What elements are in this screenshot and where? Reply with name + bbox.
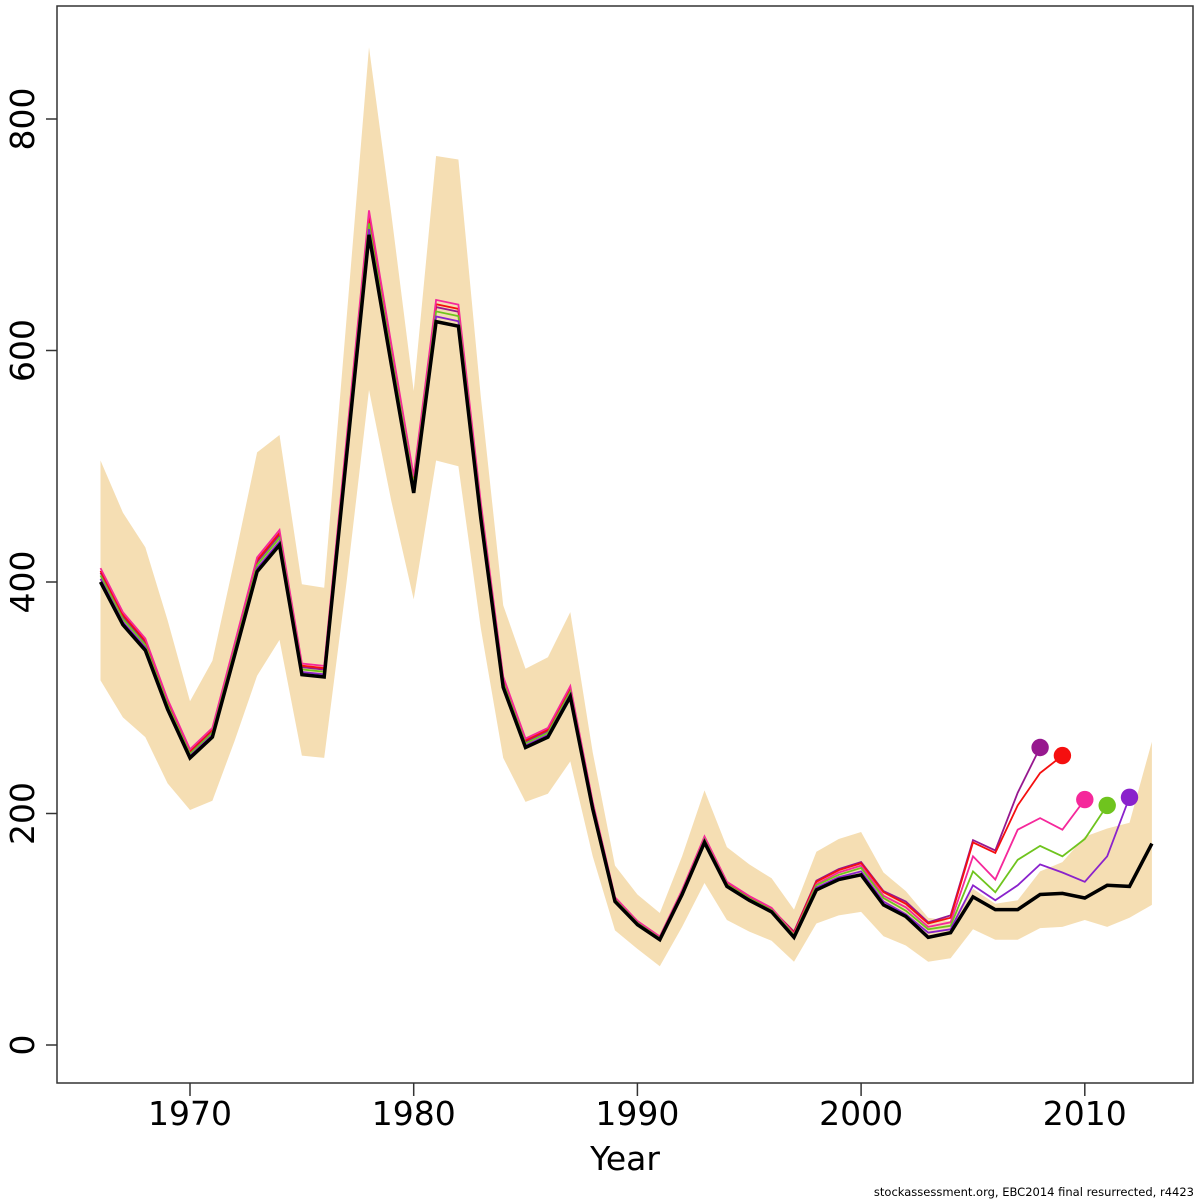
retro-2011-terminal-dot [1098,796,1116,815]
plot-box-group [56,5,1194,1084]
x-tick-label: 2000 [819,1094,903,1133]
y-tick-label: 600 [3,319,42,382]
y-tick-label: 400 [3,551,42,614]
y-tick-label: 200 [3,782,42,845]
y-tick-label: 800 [3,88,42,151]
plot-box [56,5,1194,1084]
final-run-line [98,234,1154,943]
x-tick-label: 2010 [1043,1094,1127,1133]
confidence-band-group [100,47,1152,967]
footer-credit: stockassessment.org, EBC2014 final resur… [874,1185,1194,1199]
x-tick-label: 1970 [148,1094,232,1133]
x-tick-label: 1980 [372,1094,456,1133]
retro-2009-terminal-dot [1053,746,1072,765]
terminal-dots-group [1031,738,1139,815]
x-tick-label: 1990 [595,1094,679,1133]
y-axis-group: 0 200 400 600 800 [3,88,57,1056]
confidence-band [100,47,1152,967]
x-axis-group: 1970 1980 1990 2000 2010 [148,1083,1127,1133]
y-tick-label: 0 [3,1035,42,1056]
retro-2008-terminal-dot [1031,738,1049,757]
final-run-line-group [98,234,1154,943]
x-axis-title: Year [589,1139,660,1178]
retro-2010-terminal-dot [1076,790,1094,809]
retro-2012-terminal-dot [1120,788,1139,806]
